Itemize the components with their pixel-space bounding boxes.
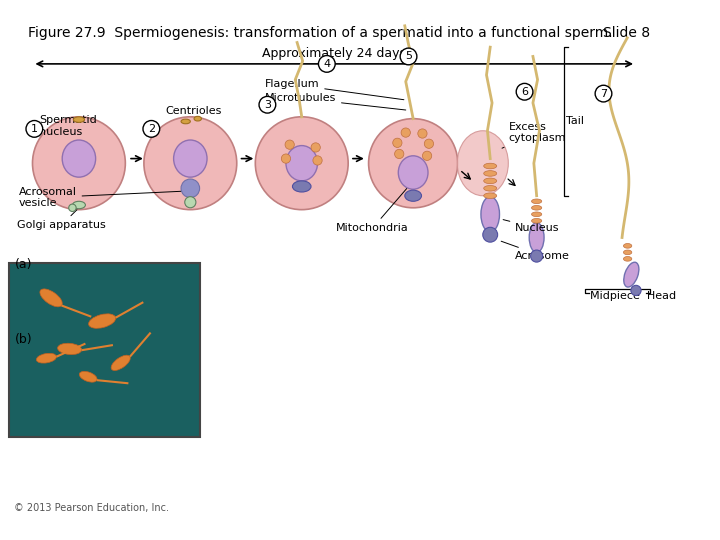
Ellipse shape (483, 227, 498, 242)
Circle shape (418, 129, 427, 138)
Text: Nucleus: Nucleus (503, 220, 559, 233)
Ellipse shape (484, 163, 497, 169)
Text: Slide 8: Slide 8 (603, 26, 650, 40)
Ellipse shape (73, 201, 86, 209)
Text: Approximately 24 days: Approximately 24 days (262, 47, 406, 60)
Text: Acrosomal
vesicle: Acrosomal vesicle (19, 187, 183, 208)
Ellipse shape (531, 206, 541, 210)
Circle shape (144, 117, 237, 210)
Circle shape (424, 139, 433, 148)
Ellipse shape (181, 119, 190, 124)
FancyBboxPatch shape (9, 262, 199, 437)
Ellipse shape (529, 222, 544, 252)
Circle shape (68, 204, 76, 212)
Ellipse shape (484, 186, 497, 191)
Circle shape (282, 154, 291, 163)
Ellipse shape (286, 146, 318, 181)
Ellipse shape (624, 244, 632, 248)
Ellipse shape (484, 178, 497, 184)
Text: Golgi apparatus: Golgi apparatus (17, 210, 105, 231)
Circle shape (143, 120, 160, 137)
Circle shape (401, 128, 410, 137)
Ellipse shape (531, 199, 541, 204)
Text: 3: 3 (264, 100, 271, 110)
Text: (b): (b) (15, 333, 32, 346)
Ellipse shape (58, 343, 81, 355)
Circle shape (256, 117, 348, 210)
Text: Figure 27.9  Spermiogenesis: transformation of a spermatid into a functional spe: Figure 27.9 Spermiogenesis: transformati… (28, 26, 613, 40)
Ellipse shape (292, 181, 311, 192)
Text: Mitochondria: Mitochondria (336, 188, 409, 233)
Text: 1: 1 (31, 124, 38, 134)
Circle shape (395, 149, 404, 159)
Circle shape (285, 140, 294, 149)
Text: 4: 4 (323, 59, 330, 69)
Circle shape (400, 48, 417, 65)
Circle shape (32, 117, 125, 210)
Ellipse shape (405, 190, 421, 201)
Ellipse shape (631, 285, 641, 295)
Ellipse shape (40, 289, 62, 307)
Text: 5: 5 (405, 51, 412, 62)
Circle shape (313, 156, 322, 165)
Circle shape (185, 197, 196, 208)
Ellipse shape (624, 250, 632, 255)
Ellipse shape (111, 355, 130, 370)
Text: Acrosome: Acrosome (501, 241, 570, 261)
Ellipse shape (624, 256, 632, 261)
Ellipse shape (89, 314, 116, 328)
Ellipse shape (398, 156, 428, 189)
Text: Tail: Tail (567, 117, 585, 126)
Text: Microtubules: Microtubules (265, 93, 406, 110)
Circle shape (26, 120, 42, 137)
Text: 7: 7 (600, 89, 607, 99)
Ellipse shape (73, 117, 84, 123)
Ellipse shape (531, 250, 543, 262)
Text: Spermatid
nucleus: Spermatid nucleus (39, 115, 96, 137)
Text: Centrioles: Centrioles (166, 106, 222, 116)
Circle shape (181, 179, 199, 198)
Circle shape (318, 56, 336, 72)
Text: (a): (a) (15, 258, 32, 271)
Ellipse shape (194, 116, 202, 121)
Text: Flagellum: Flagellum (265, 79, 404, 100)
Ellipse shape (484, 171, 497, 176)
Circle shape (369, 119, 458, 208)
Text: 2: 2 (148, 124, 155, 134)
Ellipse shape (481, 197, 500, 232)
Ellipse shape (457, 131, 508, 195)
Text: © 2013 Pearson Education, Inc.: © 2013 Pearson Education, Inc. (14, 503, 169, 513)
Circle shape (392, 138, 402, 147)
Circle shape (423, 151, 432, 160)
Ellipse shape (36, 353, 56, 363)
Circle shape (516, 83, 533, 100)
Text: 6: 6 (521, 87, 528, 97)
Ellipse shape (531, 219, 541, 223)
Text: Excess
cytoplasm: Excess cytoplasm (502, 122, 567, 148)
Text: Midpiece  Head: Midpiece Head (590, 291, 675, 301)
Circle shape (259, 96, 276, 113)
Ellipse shape (484, 193, 497, 199)
Ellipse shape (531, 212, 541, 217)
Ellipse shape (79, 372, 97, 382)
Circle shape (595, 85, 612, 102)
Ellipse shape (174, 140, 207, 177)
Ellipse shape (62, 140, 96, 177)
Ellipse shape (624, 262, 639, 287)
Circle shape (311, 143, 320, 152)
